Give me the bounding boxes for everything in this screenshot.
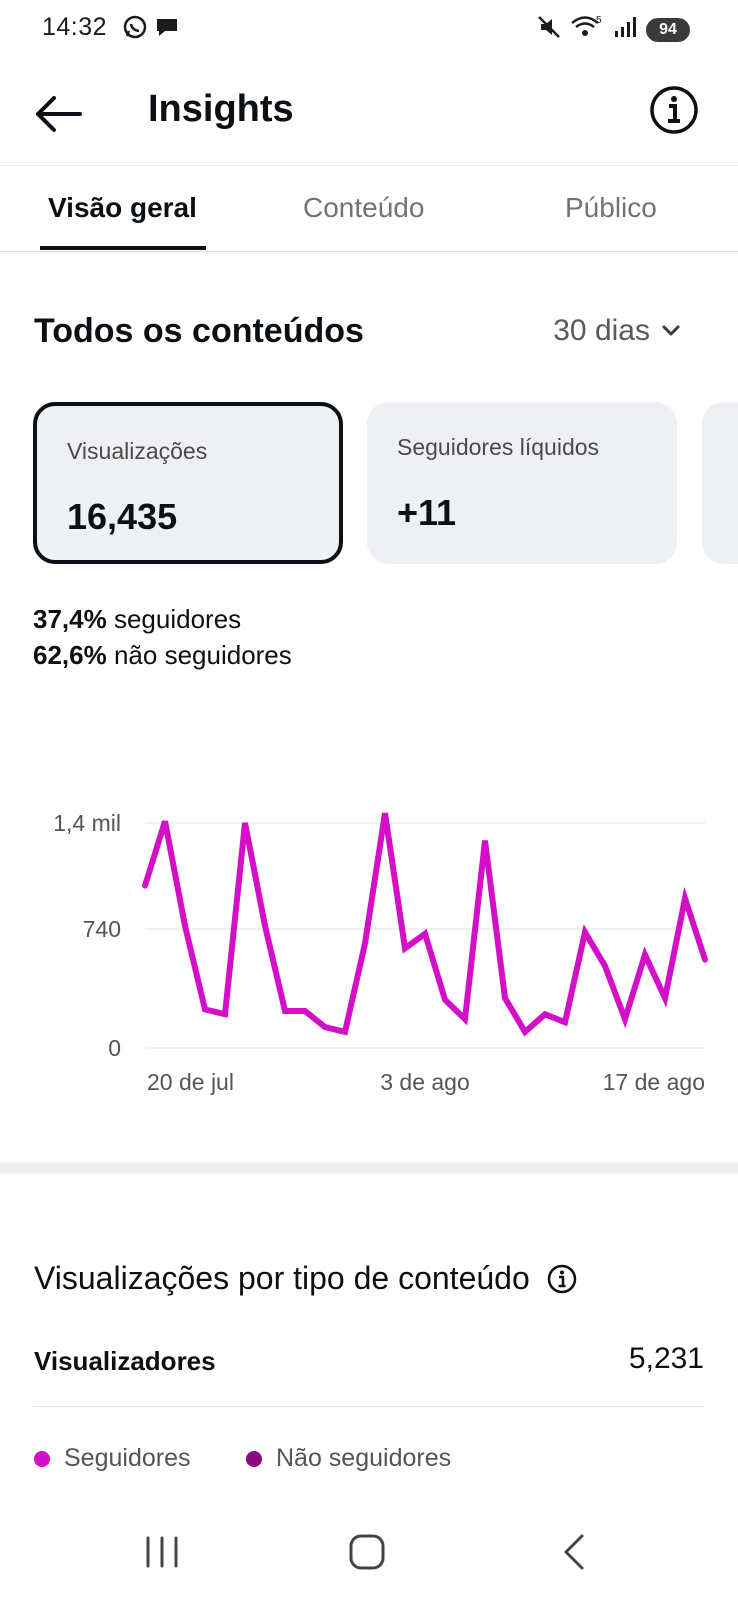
status-time: 14:32 [42, 13, 108, 41]
followers-pct: 37,4% [33, 604, 107, 634]
legend-item-followers: Seguidores [34, 1444, 190, 1473]
info-button[interactable] [648, 84, 700, 136]
tab-conteudo[interactable]: Conteúdo [303, 192, 425, 223]
svg-text:5: 5 [596, 15, 602, 26]
whatsapp-icon [122, 14, 148, 45]
home-button[interactable] [337, 1522, 397, 1582]
date-range-label: 30 dias [553, 314, 650, 347]
status-bar: 14:32 5 94 [0, 0, 738, 58]
content-type-section-title: Visualizações por tipo de conteúdo [34, 1260, 578, 1297]
metric-value: 16,435 [67, 496, 178, 537]
viewers-value: 5,231 [628, 1342, 704, 1375]
y-tick-label: 1,4 mil [53, 810, 121, 836]
x-tick-label: 3 de ago [380, 1069, 470, 1095]
tab-publico[interactable]: Público [565, 192, 657, 223]
date-range-dropdown[interactable]: 30 dias [553, 314, 682, 348]
signal-icon [612, 14, 638, 45]
back-button[interactable] [30, 86, 86, 142]
tab-bar: Visão geral Conteúdo Público [0, 166, 738, 252]
legend-dot [34, 1450, 50, 1467]
wifi-icon: 5 [570, 14, 604, 45]
arrow-left-icon [36, 96, 82, 132]
page-title: Insights [148, 88, 294, 130]
non-followers-pct: 62,6% [33, 640, 107, 670]
metric-value: +11 [397, 492, 457, 533]
info-icon [650, 86, 698, 134]
legend-label: Seguidores [64, 1444, 191, 1472]
chart-svg: 1,4 mil 740 0 20 de jul 3 de ago 17 de ago [53, 810, 708, 1095]
recent-apps-icon [146, 1536, 178, 1568]
battery-indicator: 94 [646, 17, 690, 42]
back-icon [564, 1534, 584, 1570]
viewers-label: Visualizadores [34, 1346, 216, 1376]
status-right-icons: 5 94 [536, 14, 690, 45]
metric-card-views[interactable]: Visualizações 16,435 [33, 402, 343, 564]
x-tick-label: 17 de ago [603, 1069, 705, 1095]
row-divider [34, 1406, 704, 1407]
info-icon[interactable] [546, 1263, 578, 1295]
section-divider [0, 1162, 738, 1174]
views-line-chart: 1,4 mil 740 0 20 de jul 3 de ago 17 de ago [0, 790, 738, 1120]
legend-item-non-followers: Não seguidores [246, 1444, 451, 1473]
series-line [142, 812, 708, 1037]
y-tick-label: 740 [83, 916, 121, 942]
chevron-down-icon [662, 325, 680, 336]
metric-card-partial[interactable] [702, 402, 738, 564]
section-title: Todos os conteúdos [34, 312, 364, 350]
non-followers-split: 62,6% não seguidores [33, 640, 292, 671]
metric-card-net-followers[interactable]: Seguidores líquidos +11 [367, 402, 677, 564]
active-tab-indicator [40, 246, 206, 250]
non-followers-label: não seguidores [113, 640, 292, 670]
x-tick-label: 20 de jul [147, 1069, 234, 1095]
followers-split: 37,4% seguidores [33, 604, 241, 635]
legend-dot [246, 1450, 262, 1467]
metric-label: Seguidores líquidos [397, 434, 600, 460]
nav-back-button[interactable] [544, 1522, 604, 1582]
metric-label: Visualizações [67, 438, 208, 464]
followers-label: seguidores [113, 604, 242, 634]
y-tick-label: 0 [108, 1035, 121, 1061]
status-left-icons [122, 14, 180, 45]
recent-apps-button[interactable] [132, 1522, 192, 1582]
legend-label: Não seguidores [276, 1444, 452, 1472]
chat-bubble-icon [154, 14, 180, 45]
app-bar: Insights [0, 60, 738, 166]
home-icon [349, 1534, 385, 1570]
tab-visao-geral[interactable]: Visão geral [48, 192, 197, 223]
system-nav-bar [0, 1500, 738, 1600]
content-type-title: Visualizações por tipo de conteúdo [34, 1260, 530, 1296]
mute-icon [536, 14, 562, 45]
